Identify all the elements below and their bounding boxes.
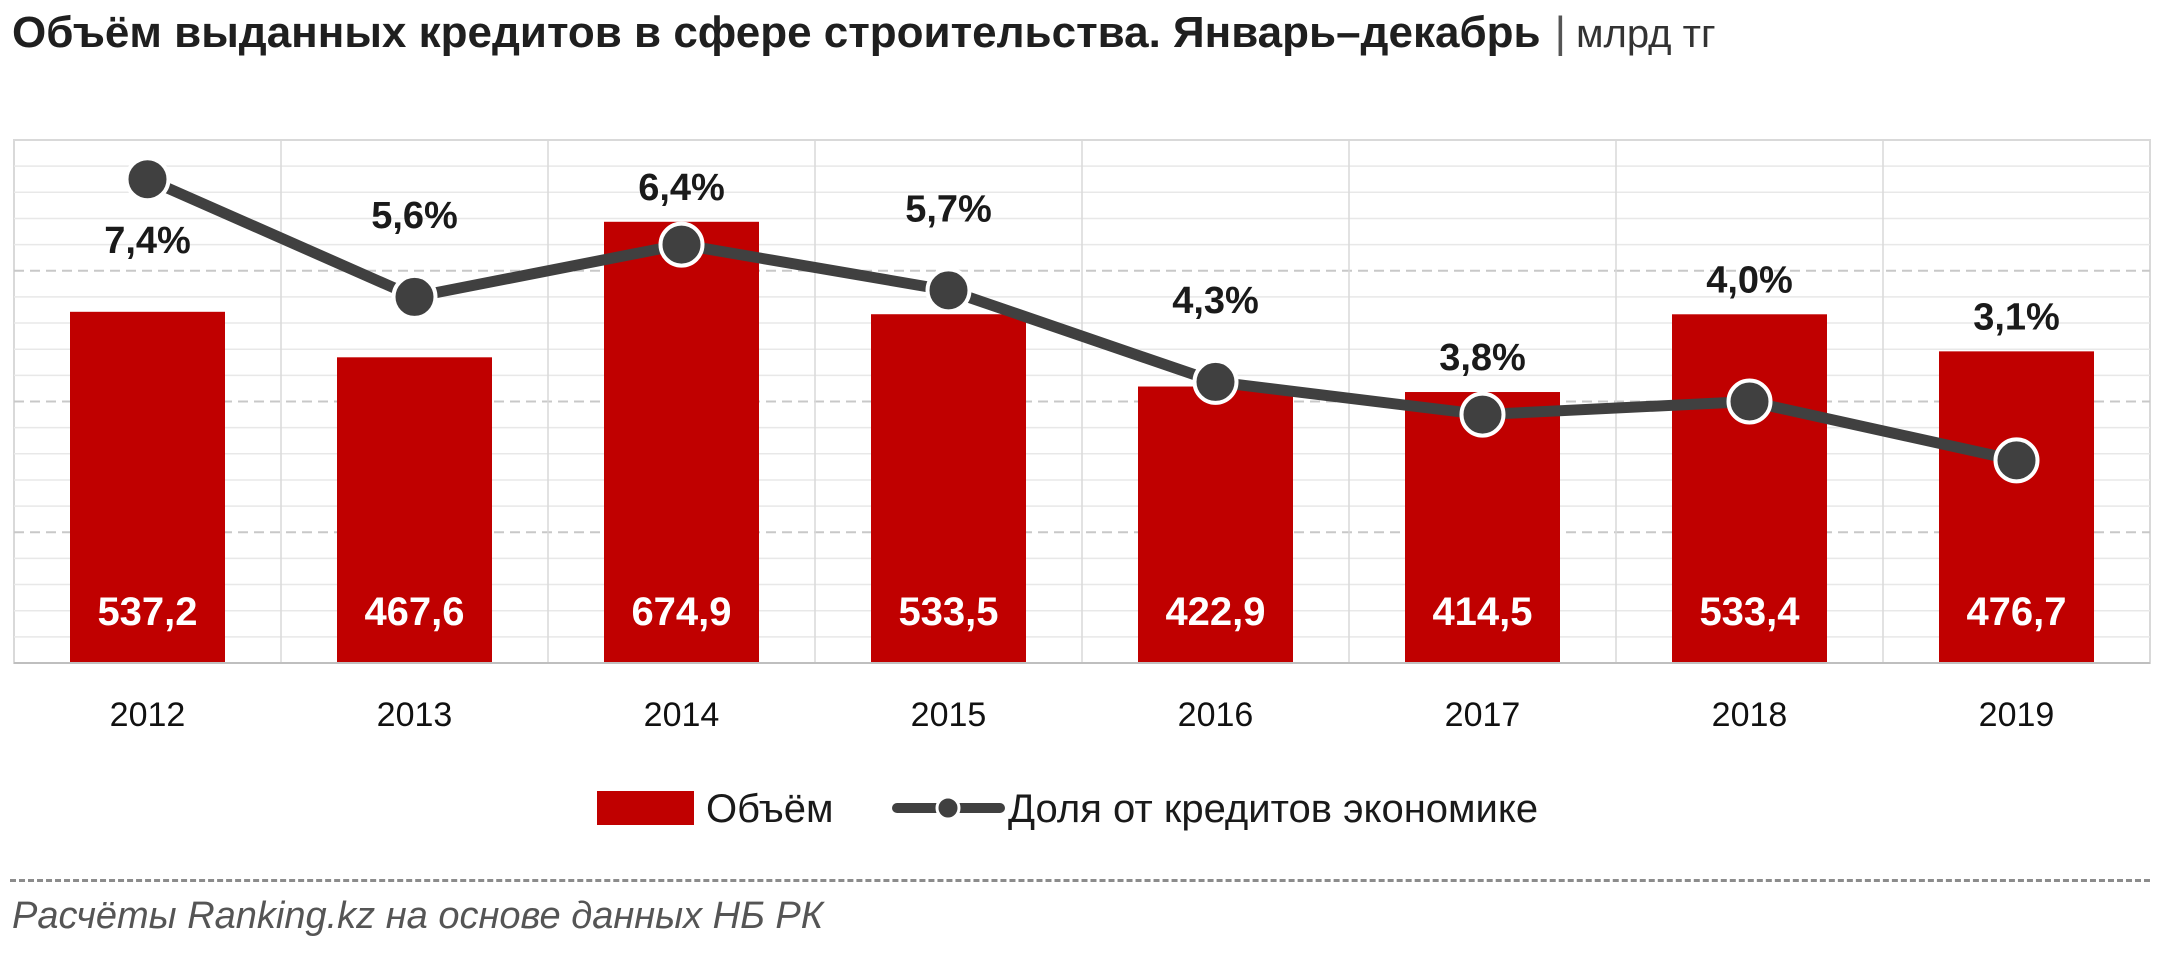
- source-note: Расчёты Ranking.kz на основе данных НБ Р…: [12, 895, 824, 937]
- share-marker-2015: [925, 267, 972, 314]
- chart-title: Объём выданных кредитов в сфере строител…: [12, 8, 1716, 58]
- bar-2013: [337, 357, 492, 663]
- bar-2014: [604, 221, 759, 663]
- bar-value-label-2016: 422,9: [1165, 590, 1265, 634]
- data-labels: 537,2 467,6 674,9 533,5 422,9 414,5 533,4 476,7…: [97, 167, 2066, 634]
- share-value-label-2015: 5,7%: [905, 188, 992, 230]
- x-tick-label-2016: 2016: [1178, 696, 1254, 734]
- bar-2015: [871, 314, 1026, 663]
- x-tick-label-2014: 2014: [644, 696, 720, 734]
- legend-swatch-volume: [597, 791, 694, 825]
- footer-divider: [10, 879, 2150, 882]
- bar-2019: [1939, 351, 2094, 663]
- share-value-label-2012: 7,4%: [104, 220, 191, 262]
- bar-value-label-2013: 467,6: [364, 590, 464, 634]
- x-tick-label-2013: 2013: [377, 696, 453, 734]
- share-marker-2012: [124, 156, 171, 203]
- share-line: [124, 156, 2040, 484]
- bar-value-label-2012: 537,2: [97, 590, 197, 634]
- x-tick-label-2018: 2018: [1712, 696, 1788, 734]
- share-marker-2017: [1459, 391, 1506, 438]
- bar-2016: [1138, 386, 1293, 663]
- share-marker-2013: [391, 273, 438, 320]
- share-marker-2016: [1192, 358, 1239, 405]
- x-tick-label-2017: 2017: [1445, 696, 1521, 734]
- share-value-label-2014: 6,4%: [638, 167, 725, 209]
- share-value-label-2017: 3,8%: [1439, 337, 1526, 379]
- share-value-label-2018: 4,0%: [1706, 259, 1793, 301]
- grid-lines: [13, 139, 2151, 664]
- share-marker-2019: [1993, 437, 2040, 484]
- x-axis: 2012 2013 2014 2015 2016 2017 2018 2019: [14, 662, 2150, 734]
- x-tick-label-2015: 2015: [911, 696, 987, 734]
- share-marker-2014: [658, 221, 705, 268]
- share-line-path: [142, 173, 2022, 466]
- legend-label-share: Доля от кредитов экономике: [1008, 787, 1538, 831]
- share-value-label-2019: 3,1%: [1973, 296, 2060, 338]
- legend-swatch-share-marker: [935, 795, 961, 821]
- bar-2018: [1672, 314, 1827, 663]
- legend-label-volume: Объём: [706, 787, 833, 831]
- share-marker-2018: [1726, 378, 1773, 425]
- share-value-label-2016: 4,3%: [1172, 280, 1259, 322]
- chart-unit: млрд тг: [1576, 12, 1716, 56]
- bar-value-label-2014: 674,9: [631, 590, 731, 634]
- x-tick-label-2019: 2019: [1979, 696, 2055, 734]
- legend: Объём Доля от кредитов экономике: [597, 787, 1538, 831]
- bar-2012: [70, 311, 225, 663]
- title-separator: |: [1554, 8, 1566, 57]
- chart-title-main: Объём выданных кредитов в сфере строител…: [12, 8, 1541, 57]
- bar-value-label-2015: 533,5: [898, 590, 998, 634]
- volume-bars: [70, 221, 2094, 663]
- bar-value-label-2019: 476,7: [1966, 590, 2066, 634]
- bar-value-label-2018: 533,4: [1699, 590, 1800, 634]
- bar-value-label-2017: 414,5: [1432, 590, 1532, 634]
- x-tick-label-2012: 2012: [110, 696, 186, 734]
- share-value-label-2013: 5,6%: [371, 195, 458, 237]
